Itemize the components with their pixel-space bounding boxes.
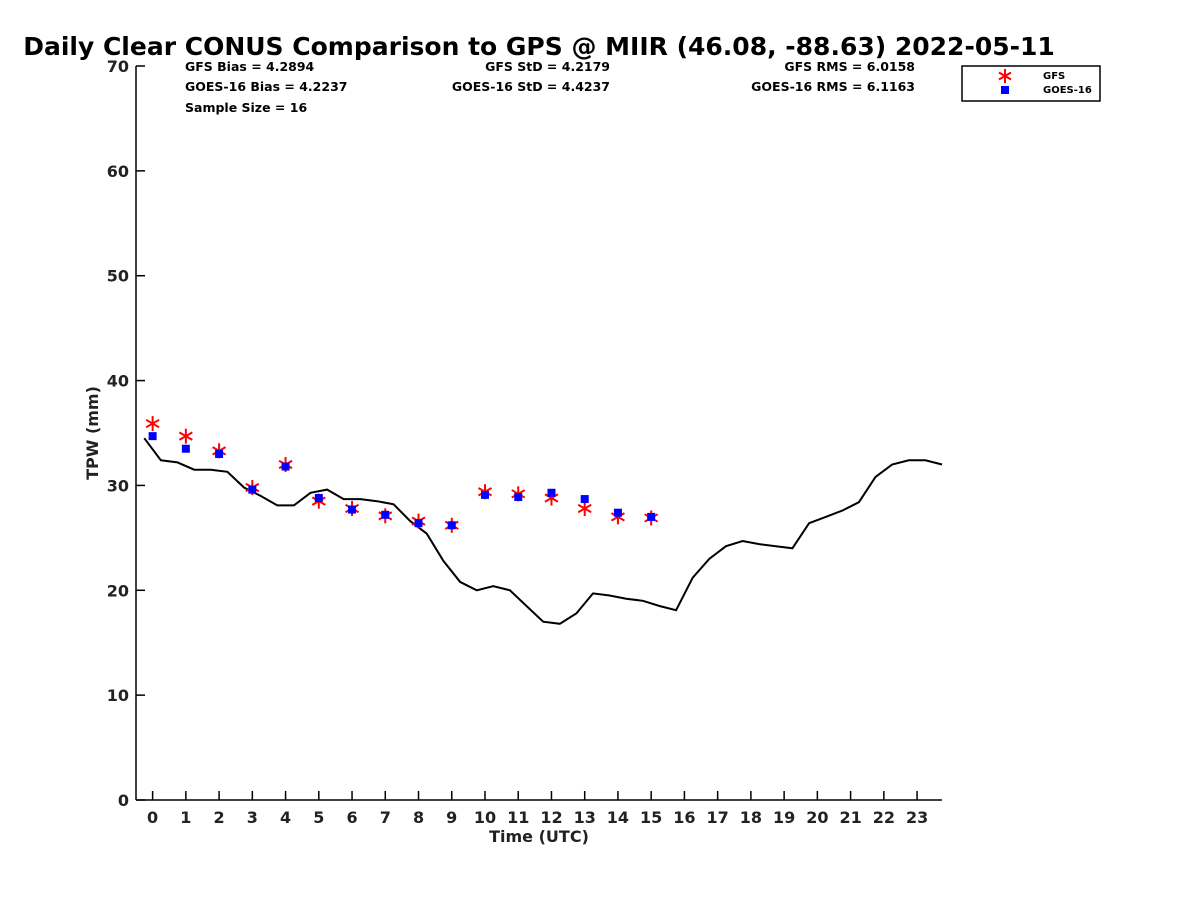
asterisk-stroke: [577, 503, 592, 514]
legend-goes-label: GOES-16: [1043, 85, 1092, 96]
goes-point: [447, 521, 456, 530]
x-tick-label: 9: [446, 808, 457, 827]
asterisk-stroke: [544, 493, 559, 503]
goes-point: [381, 510, 390, 519]
y-tick-label: 10: [107, 686, 129, 705]
goes-point: [613, 508, 622, 517]
goes-point: [480, 490, 489, 499]
x-tick-label: 23: [906, 808, 928, 827]
legend-goes-marker: [1001, 86, 1009, 94]
x-tick-label: 8: [413, 808, 424, 827]
stat-goes-bias: GOES-16 Bias = 4.2237: [185, 79, 347, 94]
stat-goes-rms: GOES-16 RMS = 6.1163: [751, 79, 915, 94]
y-axis-label: TPW (mm): [83, 386, 102, 480]
goes-point: [181, 444, 190, 453]
y-tick-label: 40: [107, 372, 129, 391]
x-tick-label: 10: [474, 808, 496, 827]
y-tick-label: 0: [118, 791, 129, 810]
x-tick-label: 18: [740, 808, 762, 827]
x-tick-label: 12: [540, 808, 562, 827]
legend-gfs-asterisk: [998, 69, 1012, 83]
asterisk-stroke: [998, 71, 1012, 81]
goes-point: [580, 495, 589, 504]
x-tick-label: 21: [839, 808, 861, 827]
x-tick-label: 11: [507, 808, 529, 827]
x-tick-label: 14: [607, 808, 629, 827]
goes-point: [215, 449, 224, 458]
y-tick-label: 20: [107, 581, 129, 600]
x-tick-label: 17: [707, 808, 729, 827]
x-tick-label: 13: [574, 808, 596, 827]
x-tick-label: 2: [214, 808, 225, 827]
x-tick-label: 4: [280, 808, 291, 827]
gfs-series: [145, 416, 659, 533]
goes-point: [547, 488, 556, 497]
legend: GFS GOES-16: [961, 65, 1101, 102]
legend-gfs-label: GFS: [1043, 71, 1065, 82]
legend-gfs-marker: [998, 69, 1012, 83]
goes-point: [414, 519, 423, 528]
x-tick-label: 19: [773, 808, 795, 827]
asterisk-stroke: [178, 431, 193, 441]
stat-sample-size: Sample Size = 16: [185, 100, 307, 115]
goes-point: [348, 505, 357, 514]
x-tick-label: 5: [313, 808, 324, 827]
stat-gfs-std: GFS StD = 4.2179: [485, 59, 610, 74]
x-tick-label: 7: [380, 808, 391, 827]
gps-series: [143, 437, 943, 625]
gps-line: [143, 437, 943, 625]
x-tick-label: 20: [806, 808, 828, 827]
x-tick-label: 0: [147, 808, 158, 827]
y-tick-label: 30: [107, 476, 129, 495]
goes-point: [148, 432, 157, 441]
x-tick-label: 15: [640, 808, 662, 827]
y-tick-label: 60: [107, 162, 129, 181]
goes-point: [248, 485, 257, 494]
chart-title: Daily Clear CONUS Comparison to GPS @ MI…: [23, 32, 1055, 61]
goes-series: [148, 432, 656, 530]
goes-point: [647, 512, 656, 521]
stats-panel: GFS Bias = 4.2894 GOES-16 Bias = 4.2237 …: [185, 59, 915, 115]
stat-gfs-bias: GFS Bias = 4.2894: [185, 59, 315, 74]
x-tick-label: 22: [873, 808, 895, 827]
legend-box: [961, 65, 1101, 102]
stat-gfs-rms: GFS RMS = 6.0158: [784, 59, 915, 74]
goes-point: [281, 462, 290, 471]
y-tick-label: 70: [107, 57, 129, 76]
goes-point: [514, 492, 523, 501]
asterisk-stroke: [145, 418, 160, 429]
y-tick-label: 50: [107, 267, 129, 286]
x-tick-label: 16: [673, 808, 695, 827]
gfs-point: [178, 428, 193, 444]
x-tick-label: 6: [346, 808, 357, 827]
goes-point: [314, 494, 323, 503]
stat-goes-std: GOES-16 StD = 4.4237: [452, 79, 610, 94]
x-tick-label: 3: [247, 808, 258, 827]
gfs-point: [145, 416, 160, 432]
asterisk-stroke: [610, 512, 625, 522]
x-tick-label: 1: [180, 808, 191, 827]
gfs-point: [577, 500, 592, 516]
x-axis-label: Time (UTC): [489, 827, 589, 846]
